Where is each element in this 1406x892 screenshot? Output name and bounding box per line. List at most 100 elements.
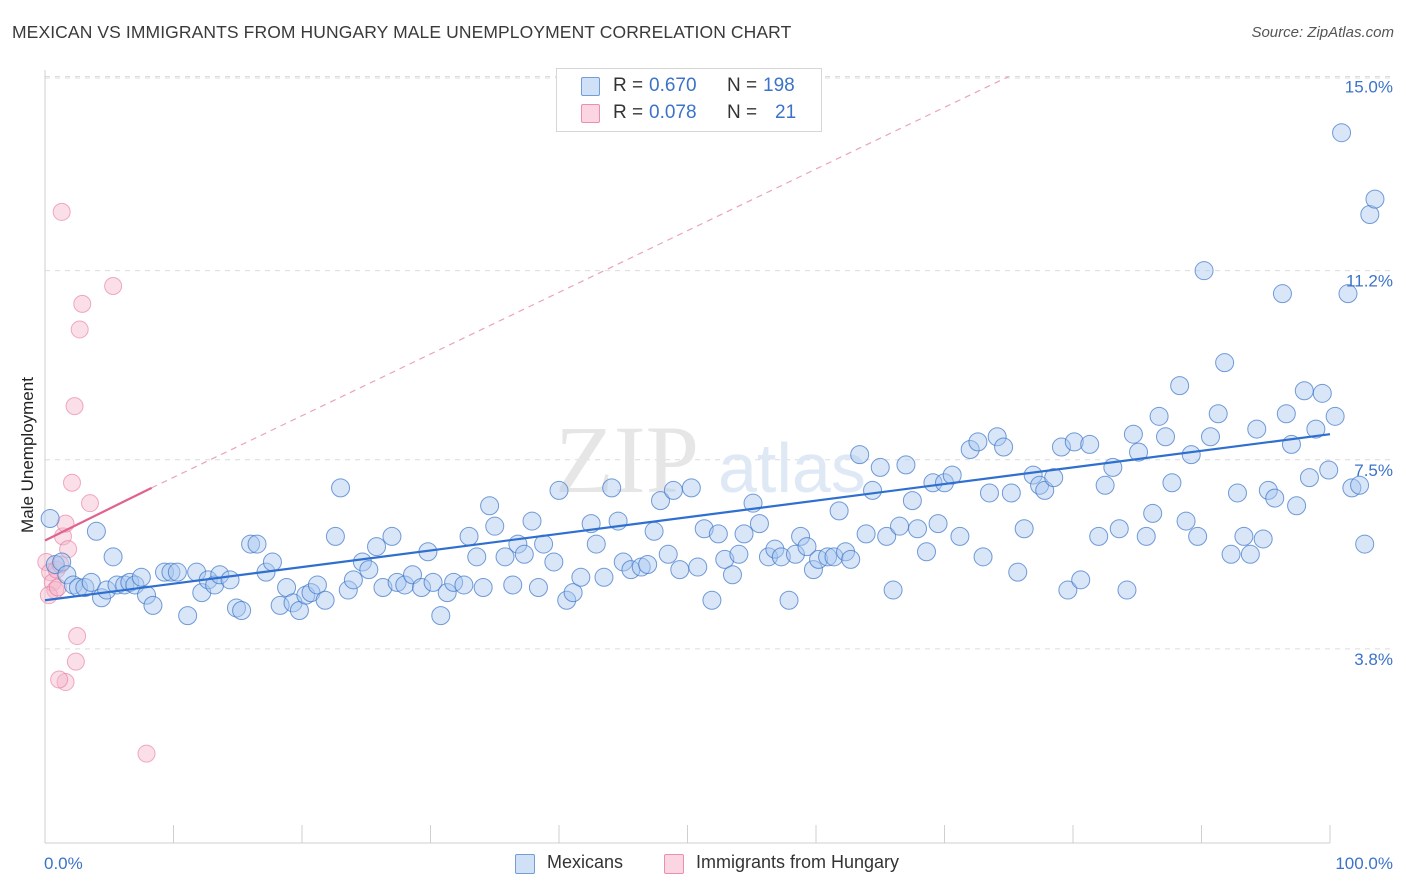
y-tick-label: 3.8% [1354, 650, 1393, 669]
mexican-point [902, 491, 922, 511]
series-legend: Mexicans Immigrants from Hungary [0, 852, 1406, 878]
watermark-zip: ZIP [555, 406, 699, 513]
mexican-point [86, 521, 106, 541]
mexican-point [1089, 526, 1109, 546]
r-label: R = [613, 75, 644, 96]
n-label: N = [727, 75, 758, 96]
hungary-point [65, 397, 84, 416]
mexican-point [1227, 483, 1247, 503]
hungary-point [104, 277, 123, 296]
r-value: 0.670 [649, 75, 697, 96]
mexican-point [1109, 519, 1129, 539]
mexican-point [1253, 529, 1273, 549]
mexican-point [1188, 526, 1208, 546]
n-label: N = [727, 102, 758, 123]
mexican-point [373, 578, 393, 597]
mexican-point [702, 590, 722, 610]
mexican-point [923, 473, 943, 493]
mexican-point [1143, 503, 1163, 523]
hungary-point [62, 473, 81, 492]
mexican-point [594, 567, 614, 587]
mexican-point [765, 539, 785, 559]
mexican-point [651, 491, 671, 511]
mexican-point [232, 600, 252, 620]
mexican-point [670, 560, 690, 580]
hungary-point [50, 670, 69, 689]
mexican-point [40, 509, 60, 529]
mexican-point [1332, 123, 1352, 143]
mexican-point [734, 524, 754, 544]
mexican-point [459, 526, 479, 546]
mexican-point [803, 560, 823, 580]
mexican-point [850, 445, 870, 465]
mexican-point [226, 598, 246, 618]
mexican-point [352, 552, 372, 572]
mexican-point [1058, 580, 1078, 600]
mexican-point [818, 547, 838, 567]
chart-title: MEXICAN VS IMMIGRANTS FROM HUNGARY MALE … [12, 22, 792, 42]
mexican-point [602, 478, 622, 498]
mexican-point [658, 544, 678, 564]
mexican-point [1306, 419, 1326, 439]
mexican-point [638, 555, 658, 575]
mexican-point [1338, 284, 1358, 304]
legend-row-mexicans: R = 0.670 N = 198 [581, 74, 821, 100]
mexican-point [1170, 376, 1190, 396]
mexican-point [307, 575, 327, 595]
mexican-point [613, 552, 633, 572]
mexican-point [331, 478, 351, 498]
mexican-point [1342, 478, 1362, 498]
mexican-point [1319, 460, 1339, 480]
mexican-point [571, 567, 591, 587]
legend-label-mexicans: Mexicans [547, 852, 624, 872]
mexican-point [979, 483, 999, 503]
mexican-point [896, 455, 916, 475]
mexican-point [262, 552, 282, 572]
source-label: Source: ZipAtlas.com [1251, 24, 1394, 41]
hungary-point [137, 744, 156, 763]
mexican-point [1276, 404, 1296, 424]
mexican-point [1156, 427, 1176, 447]
mexican-point [1258, 480, 1278, 500]
mexican-point [681, 478, 701, 498]
mexican-point [1325, 406, 1345, 426]
mexican-point [1117, 580, 1137, 600]
mexican-point [382, 526, 402, 546]
legend-swatch-hungary [664, 854, 684, 874]
mexican-point [338, 580, 358, 600]
mexican-point [883, 580, 903, 600]
mexican-point [131, 567, 151, 587]
mexican-point [485, 516, 505, 536]
n-value: 198 [763, 75, 795, 96]
mexican-point [1080, 434, 1100, 454]
mexican-point [1365, 189, 1385, 209]
axes [44, 70, 1331, 844]
y-tick-label: 15.0% [1345, 78, 1393, 97]
mexican-point [1194, 261, 1214, 281]
hungary-point [48, 578, 67, 597]
mexican-point [367, 537, 387, 557]
mexican-point [841, 549, 861, 569]
legend-swatch-hungary [581, 104, 600, 123]
mexican-point [663, 480, 683, 500]
correlation-legend: R = 0.670 N = 198 R = 0.078 N = 21 [556, 68, 822, 132]
mexican-point [514, 544, 534, 564]
legend-label-hungary: Immigrants from Hungary [696, 852, 900, 872]
y-tick-label: 7.5% [1354, 461, 1393, 480]
mexican-point [473, 578, 493, 597]
mexican-point [785, 544, 805, 564]
legend-swatch-mexicans [515, 854, 535, 874]
mexican-point [1008, 562, 1028, 582]
mexican-point [1023, 465, 1043, 485]
mexican-point [503, 575, 523, 595]
mexican-point [247, 534, 267, 554]
mexican-point [1200, 427, 1220, 447]
mexican-point [1221, 544, 1241, 564]
mexican-point [178, 606, 198, 626]
mexican-point [870, 457, 890, 477]
mexican-point [1299, 468, 1319, 488]
mexican-point [694, 519, 714, 539]
hungary-points [37, 202, 156, 763]
hungary-trend-line [44, 486, 153, 542]
mexican-point [1071, 570, 1091, 590]
